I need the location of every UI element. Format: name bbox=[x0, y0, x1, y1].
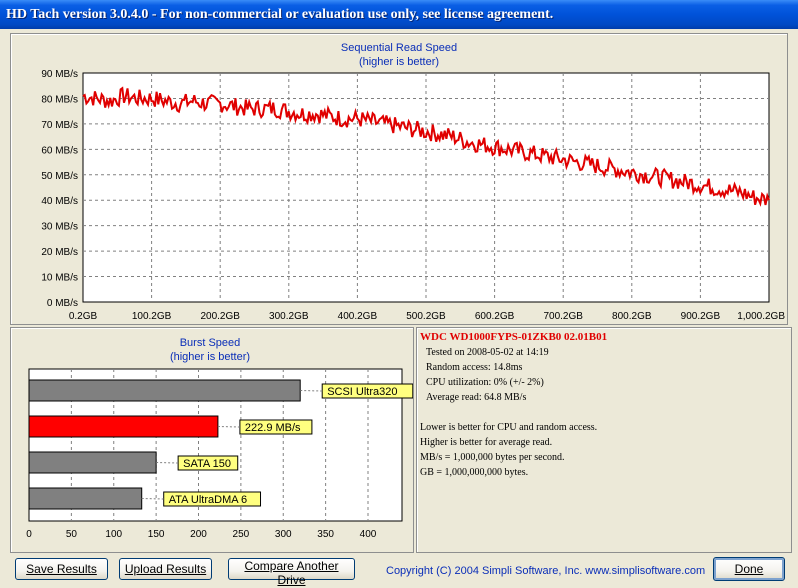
note-higher-better: Higher is better for average read. bbox=[420, 437, 553, 448]
cpu-utilization: CPU utilization: 0% (+/- 2%) bbox=[426, 377, 544, 388]
burst-x-tick-label: 100 bbox=[105, 529, 122, 540]
drive-info-panel bbox=[416, 327, 792, 553]
burst-speed-chart: Burst Speed (higher is better) SCSI Ultr… bbox=[26, 337, 413, 540]
seq-x-tick-label: 900.2GB bbox=[681, 311, 721, 322]
burst-bar-label-box bbox=[321, 383, 413, 399]
note-gb-definition: GB = 1,000,000,000 bytes. bbox=[420, 467, 529, 478]
title-bar[interactable]: HD Tach version 3.0.4.0 - For non-commer… bbox=[0, 0, 798, 29]
burst-bar-label: ATA UltraDMA 6 bbox=[169, 494, 247, 506]
burst-bar bbox=[28, 487, 143, 510]
seq-y-tick-label: 20 MB/s bbox=[41, 247, 78, 258]
seq-y-tick-label: 40 MB/s bbox=[41, 196, 78, 207]
seq-y-tick-label: 60 MB/s bbox=[41, 145, 78, 156]
drive-info: WDC WD1000FYPS-01ZKB0 02.01B01 Tested on… bbox=[416, 328, 791, 550]
burst-x-ticks: 0 50 100 150 200 250 300 350 400 bbox=[26, 529, 377, 540]
seq-x-tick-label: 500.2GB bbox=[406, 311, 446, 322]
window-title: HD Tach version 3.0.4.0 - For non-commer… bbox=[6, 7, 554, 22]
seq-y-tick-label: 0 MB/s bbox=[47, 298, 78, 309]
burst-x-tick-label: 50 bbox=[66, 529, 78, 540]
burst-bar-label-box bbox=[177, 455, 239, 471]
seq-x-tick-label: 100.2GB bbox=[132, 311, 172, 322]
burst-bar-label: SCSI Ultra320 bbox=[327, 386, 397, 398]
average-read: Average read: 64.8 MB/s bbox=[426, 392, 527, 403]
burst-x-tick-label: 400 bbox=[360, 529, 377, 540]
seq-y-tick-label: 30 MB/s bbox=[41, 222, 78, 233]
seq-x-tick-label: 200.2GB bbox=[200, 311, 240, 322]
burst-x-tick-label: 300 bbox=[275, 529, 292, 540]
seq-x-tick-label: 1,000.2GB bbox=[737, 311, 785, 322]
burst-bar bbox=[28, 451, 157, 474]
seq-x-tick-label: 800.2GB bbox=[612, 311, 652, 322]
seq-y-tick-label: 10 MB/s bbox=[41, 273, 78, 284]
upload-results-button[interactable]: Upload Results bbox=[119, 558, 212, 580]
seq-read-series-line bbox=[82, 86, 770, 207]
burst-chart-subtitle: (higher is better) bbox=[170, 351, 250, 363]
seq-x-tick-label: 0.2GB bbox=[69, 311, 98, 322]
seq-y-ticks: 0 MB/s 10 MB/s 20 MB/s 30 MB/s 40 MB/s 50 MB/… bbox=[41, 69, 78, 309]
tested-date: Tested on 2008-05-02 at 14:19 bbox=[426, 347, 549, 358]
sequential-read-panel: Sequential Read Speed (higher is better)… bbox=[10, 33, 788, 325]
client-area: Sequential Read Speed (higher is better)… bbox=[0, 29, 798, 588]
drive-model: WDC WD1000FYPS-01ZKB0 02.01B01 bbox=[420, 331, 608, 343]
compare-another-drive-label: Compare Another Drive bbox=[244, 559, 339, 587]
seq-chart-subtitle: (higher is better) bbox=[359, 56, 439, 68]
seq-y-tick-label: 50 MB/s bbox=[41, 171, 78, 182]
seq-y-tick-label: 70 MB/s bbox=[41, 120, 78, 131]
save-results-label: Save Results bbox=[26, 562, 97, 576]
burst-bar-label: 222.9 MB/s bbox=[245, 422, 301, 434]
note-mbs-definition: MB/s = 1,000,000 bytes per second. bbox=[420, 452, 565, 463]
seq-y-tick-label: 80 MB/s bbox=[41, 94, 78, 105]
upload-results-label: Upload Results bbox=[124, 562, 207, 576]
seq-x-tick-label: 300.2GB bbox=[269, 311, 309, 322]
burst-bar-label-box bbox=[239, 419, 313, 435]
done-button[interactable]: Done bbox=[713, 557, 785, 581]
burst-bar-label-box bbox=[163, 491, 262, 507]
burst-bar bbox=[28, 379, 301, 402]
burst-bar bbox=[28, 415, 219, 438]
note-lower-better: Lower is better for CPU and random acces… bbox=[420, 422, 598, 433]
burst-x-tick-label: 350 bbox=[317, 529, 334, 540]
random-access: Random access: 14.8ms bbox=[426, 362, 523, 373]
compare-another-drive-button[interactable]: Compare Another Drive bbox=[228, 558, 355, 587]
seq-x-ticks: 0.2GB 100.2GB 200.2GB 300.2GB 400.2GB 500.2GB… bbox=[69, 311, 786, 322]
done-label: Done bbox=[734, 562, 764, 576]
save-results-button[interactable]: Save Results bbox=[15, 558, 108, 580]
seq-y-tick-label: 90 MB/s bbox=[41, 69, 78, 80]
burst-chart-title: Burst Speed bbox=[180, 337, 241, 349]
burst-x-tick-label: 150 bbox=[148, 529, 165, 540]
seq-chart-title: Sequential Read Speed bbox=[341, 42, 457, 54]
copyright-text: Copyright (C) 2004 Simpli Software, Inc.… bbox=[386, 565, 706, 577]
burst-x-tick-label: 200 bbox=[190, 529, 207, 540]
burst-bars: SCSI Ultra320 222.9 MB/s SATA 150 ATA Ultra… bbox=[28, 379, 413, 510]
seq-x-tick-label: 400.2GB bbox=[338, 311, 378, 322]
burst-x-tick-label: 0 bbox=[26, 529, 32, 540]
burst-speed-panel: Burst Speed (higher is better) SCSI Ultr… bbox=[10, 327, 414, 553]
burst-bar-label: SATA 150 bbox=[183, 458, 231, 470]
seq-x-tick-label: 600.2GB bbox=[475, 311, 515, 322]
burst-x-tick-label: 250 bbox=[233, 529, 250, 540]
seq-x-tick-label: 700.2GB bbox=[543, 311, 583, 322]
sequential-read-chart: Sequential Read Speed (higher is better)… bbox=[41, 42, 786, 322]
